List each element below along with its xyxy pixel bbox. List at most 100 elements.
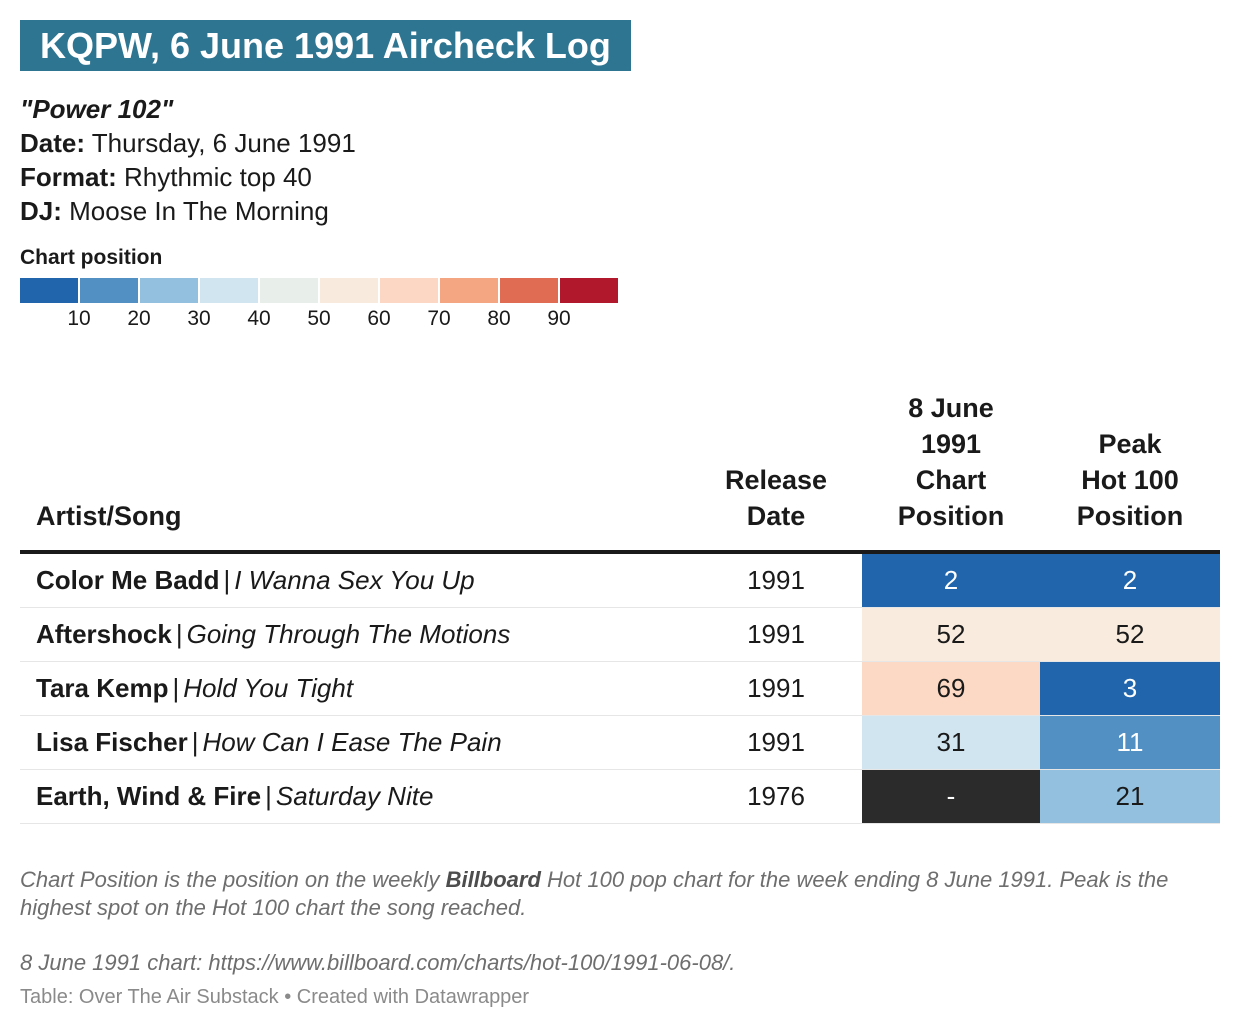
table-header-row: Artist/Song Release Date 8 June 1991 Cha… xyxy=(20,390,1220,554)
footnote: Chart Position is the position on the we… xyxy=(20,866,1220,922)
legend-swatch xyxy=(440,278,498,303)
song-title: Hold You Tight xyxy=(183,673,354,703)
header-chart-line4: Position xyxy=(897,501,1005,531)
chart-position-cell: - xyxy=(862,769,1040,824)
format-label: Format: xyxy=(20,162,117,192)
peak-position-cell: 52 xyxy=(1040,607,1220,662)
aircheck-table: Artist/Song Release Date 8 June 1991 Cha… xyxy=(20,390,1220,824)
artist-song-separator: | xyxy=(191,727,199,757)
artist-song-separator: | xyxy=(265,781,272,811)
format-value: Rhythmic top 40 xyxy=(124,162,312,192)
color-legend: Chart position 10 20 30 40 50 60 70 80 90 xyxy=(20,246,620,333)
legend-color-bar xyxy=(20,278,620,303)
artist-song-cell: Lisa Fischer | How Can I Ease The Pain xyxy=(20,715,690,770)
chart-position-cell: 52 xyxy=(862,607,1040,662)
artist-name: Tara Kemp xyxy=(36,673,169,703)
table-row: Tara Kemp | Hold You Tight 1991 69 3 xyxy=(20,661,1220,716)
header-chart-position: 8 June 1991 Chart Position xyxy=(862,390,1040,554)
source-note: 8 June 1991 chart: https://www.billboard… xyxy=(20,950,736,975)
header-artist-song: Artist/Song xyxy=(20,390,690,554)
table-row: Aftershock | Going Through The Motions 1991… xyxy=(20,607,1220,662)
header-peak-line3: Position xyxy=(1076,501,1184,531)
header-peak-line1: Peak xyxy=(1098,429,1162,459)
legend-swatch xyxy=(380,278,438,303)
legend-tick-label: 20 xyxy=(127,307,151,330)
legend-swatch xyxy=(80,278,138,303)
song-title: Going Through The Motions xyxy=(186,619,511,649)
song-title: Saturday Nite xyxy=(275,781,434,811)
artist-song-separator: | xyxy=(223,565,231,595)
release-date-cell: 1991 xyxy=(690,552,862,608)
artist-name: Aftershock xyxy=(36,619,172,649)
title-banner: KQPW, 6 June 1991 Aircheck Log xyxy=(20,20,631,71)
chart-position-cell: 2 xyxy=(862,552,1040,608)
artist-song-cell: Tara Kemp | Hold You Tight xyxy=(20,661,690,716)
page-title: KQPW, 6 June 1991 Aircheck Log xyxy=(40,24,611,66)
legend-swatch xyxy=(560,278,618,303)
dj-line: DJ: Moose In The Morning xyxy=(20,194,356,228)
artist-song-cell: Color Me Badd | I Wanna Sex You Up xyxy=(20,552,690,608)
dj-label: DJ: xyxy=(20,196,62,226)
station-meta: "Power 102" Date: Thursday, 6 June 1991 … xyxy=(20,92,356,228)
table-row: Earth, Wind & Fire | Saturday Nite 1976-21 xyxy=(20,769,1220,824)
table-row: Color Me Badd | I Wanna Sex You Up 1991 2 2 xyxy=(20,552,1220,608)
release-date-cell: 1991 xyxy=(690,607,862,662)
format-line: Format: Rhythmic top 40 xyxy=(20,160,356,194)
legend-title: Chart position xyxy=(20,246,163,269)
artist-song-cell: Aftershock | Going Through The Motions xyxy=(20,607,690,662)
artist-name: Lisa Fischer xyxy=(36,727,188,757)
header-chart-line1: 8 June xyxy=(908,393,994,423)
header-peak-line2: Hot 100 xyxy=(1081,465,1179,495)
station-name: "Power 102" xyxy=(20,92,356,126)
legend-tick-label: 60 xyxy=(367,307,391,330)
legend-tick-label: 40 xyxy=(247,307,271,330)
chart-position-cell: 69 xyxy=(862,661,1040,716)
header-release-date: Release Date xyxy=(690,390,862,554)
date-value: Thursday, 6 June 1991 xyxy=(91,128,356,158)
artist-song-separator: | xyxy=(175,619,183,649)
legend-tick-label: 10 xyxy=(67,307,91,330)
date-line: Date: Thursday, 6 June 1991 xyxy=(20,126,356,160)
song-title: How Can I Ease The Pain xyxy=(202,727,502,757)
table-body: Color Me Badd | I Wanna Sex You Up 1991 2 2 Af… xyxy=(20,552,1220,824)
legend-swatch xyxy=(320,278,378,303)
legend-tick-label: 70 xyxy=(427,307,451,330)
artist-song-cell: Earth, Wind & Fire | Saturday Nite xyxy=(20,769,690,824)
credit-line: Table: Over The Air Substack • Created w… xyxy=(20,986,530,1008)
table-row: Lisa Fischer | How Can I Ease The Pain 1991… xyxy=(20,715,1220,770)
peak-position-cell: 21 xyxy=(1040,769,1220,824)
header-artist-song-text: Artist/Song xyxy=(36,501,182,531)
chart-position-cell: 31 xyxy=(862,715,1040,770)
legend-swatch xyxy=(140,278,198,303)
legend-ticks: 10 20 30 40 50 60 70 80 90 xyxy=(20,303,620,333)
artist-name: Earth, Wind & Fire xyxy=(36,781,262,811)
legend-tick-label: 30 xyxy=(187,307,211,330)
footnote-part2: Hot 100 pop chart for the week ending 8 … xyxy=(20,867,1169,920)
footnote-part1: Chart Position is the position on the we… xyxy=(20,867,446,892)
song-title: I Wanna Sex You Up xyxy=(234,565,475,595)
footnote-bold: Billboard xyxy=(445,867,541,892)
legend-swatch xyxy=(260,278,318,303)
legend-tick-label: 90 xyxy=(547,307,571,330)
station-name-text: "Power 102" xyxy=(20,94,174,124)
artist-song-separator: | xyxy=(172,673,180,703)
legend-tick-label: 50 xyxy=(307,307,331,330)
header-chart-line2: 1991 xyxy=(920,429,982,459)
date-label: Date: xyxy=(20,128,86,158)
peak-position-cell: 2 xyxy=(1040,552,1220,608)
header-chart-line3: Chart xyxy=(915,465,987,495)
peak-position-cell: 11 xyxy=(1040,715,1220,770)
peak-position-cell: 3 xyxy=(1040,661,1220,716)
legend-swatch xyxy=(500,278,558,303)
header-release-line2: Date xyxy=(746,501,806,531)
artist-name: Color Me Badd xyxy=(36,565,220,595)
dj-value: Moose In The Morning xyxy=(69,196,329,226)
release-date-cell: 1991 xyxy=(690,661,862,716)
header-peak-position: Peak Hot 100 Position xyxy=(1040,390,1220,554)
legend-swatch xyxy=(20,278,78,303)
legend-swatch xyxy=(200,278,258,303)
header-release-line1: Release xyxy=(724,465,828,495)
release-date-cell: 1976 xyxy=(690,769,862,824)
legend-tick-label: 80 xyxy=(487,307,511,330)
release-date-cell: 1991 xyxy=(690,715,862,770)
